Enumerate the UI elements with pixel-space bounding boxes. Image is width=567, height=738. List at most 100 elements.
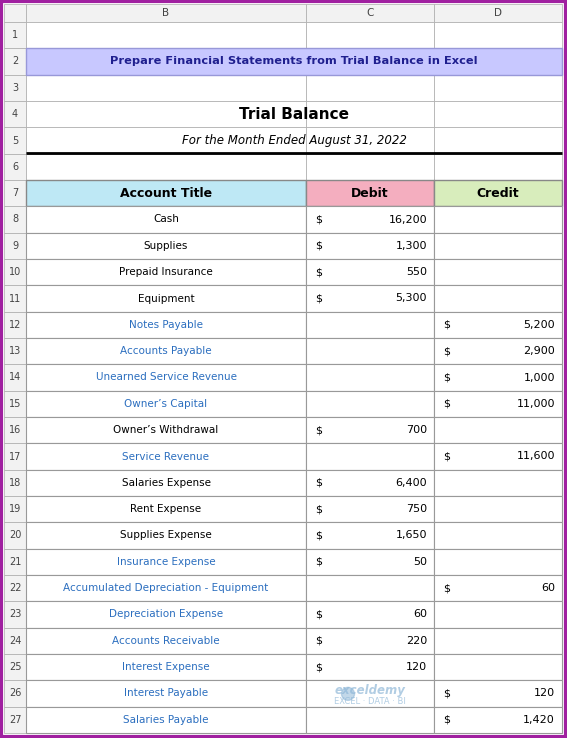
- Text: $: $: [315, 636, 322, 646]
- Text: Rent Expense: Rent Expense: [130, 504, 201, 514]
- Text: $: $: [315, 662, 322, 672]
- Text: Depreciation Expense: Depreciation Expense: [109, 610, 223, 619]
- Bar: [26, 417, 306, 444]
- Bar: [306, 654, 434, 680]
- Text: Prepaid Insurance: Prepaid Insurance: [119, 267, 213, 277]
- Text: $: $: [315, 425, 322, 435]
- Bar: [434, 627, 562, 654]
- Bar: [434, 575, 562, 601]
- Bar: [306, 180, 434, 207]
- Text: $: $: [315, 215, 322, 224]
- Text: $: $: [443, 715, 450, 725]
- Bar: [26, 365, 306, 390]
- Text: 120: 120: [406, 662, 427, 672]
- Bar: [434, 286, 562, 311]
- Bar: [26, 259, 306, 286]
- Text: $: $: [443, 452, 450, 461]
- Bar: [4, 654, 26, 680]
- Bar: [306, 707, 434, 733]
- Bar: [434, 680, 562, 707]
- Bar: [306, 4, 434, 22]
- Bar: [4, 180, 26, 207]
- Bar: [306, 154, 434, 180]
- Bar: [26, 390, 306, 417]
- Text: 3: 3: [12, 83, 18, 93]
- Text: 750: 750: [406, 504, 427, 514]
- Bar: [434, 338, 562, 365]
- Bar: [26, 523, 306, 548]
- Bar: [4, 4, 26, 22]
- Text: 19: 19: [9, 504, 21, 514]
- Bar: [26, 523, 306, 548]
- Bar: [306, 338, 434, 365]
- Bar: [26, 680, 306, 707]
- Bar: [434, 311, 562, 338]
- Text: $: $: [443, 583, 450, 593]
- Bar: [434, 48, 562, 75]
- Bar: [306, 417, 434, 444]
- Bar: [306, 101, 434, 128]
- Bar: [26, 180, 306, 207]
- Text: $: $: [315, 477, 322, 488]
- Bar: [306, 390, 434, 417]
- Text: 120: 120: [534, 689, 555, 698]
- Bar: [434, 627, 562, 654]
- Text: 11,000: 11,000: [517, 399, 555, 409]
- Text: 1: 1: [12, 30, 18, 40]
- Bar: [4, 707, 26, 733]
- Bar: [306, 311, 434, 338]
- Bar: [26, 654, 306, 680]
- Bar: [26, 627, 306, 654]
- Bar: [4, 601, 26, 627]
- Text: 21: 21: [9, 557, 21, 567]
- Text: Accounts Receivable: Accounts Receivable: [112, 636, 220, 646]
- Text: $: $: [315, 241, 322, 251]
- Bar: [4, 523, 26, 548]
- Bar: [434, 207, 562, 232]
- Bar: [434, 707, 562, 733]
- Bar: [306, 180, 434, 207]
- Text: 17: 17: [9, 452, 21, 461]
- Text: $: $: [315, 267, 322, 277]
- Bar: [4, 75, 26, 101]
- Bar: [434, 548, 562, 575]
- Text: EXCEL · DATA · BI: EXCEL · DATA · BI: [334, 697, 406, 706]
- Bar: [306, 523, 434, 548]
- Bar: [26, 601, 306, 627]
- Text: 12: 12: [9, 320, 21, 330]
- Text: 23: 23: [9, 610, 21, 619]
- Bar: [306, 680, 434, 707]
- Text: Interest Expense: Interest Expense: [122, 662, 210, 672]
- Text: 24: 24: [9, 636, 21, 646]
- Text: Accumulated Depreciation - Equipment: Accumulated Depreciation - Equipment: [64, 583, 269, 593]
- Text: 220: 220: [406, 636, 427, 646]
- Bar: [26, 548, 306, 575]
- Bar: [26, 601, 306, 627]
- Text: 26: 26: [9, 689, 21, 698]
- Text: 6: 6: [12, 162, 18, 172]
- Text: 4: 4: [12, 109, 18, 119]
- Bar: [306, 365, 434, 390]
- Bar: [26, 232, 306, 259]
- Text: 10: 10: [9, 267, 21, 277]
- Bar: [434, 4, 562, 22]
- Bar: [434, 548, 562, 575]
- Bar: [434, 523, 562, 548]
- Bar: [306, 365, 434, 390]
- Bar: [26, 259, 306, 286]
- Bar: [26, 286, 306, 311]
- Text: 7: 7: [12, 188, 18, 199]
- Text: 15: 15: [9, 399, 21, 409]
- Text: 14: 14: [9, 373, 21, 382]
- Bar: [4, 338, 26, 365]
- Text: 18: 18: [9, 477, 21, 488]
- Bar: [306, 444, 434, 469]
- Text: Prepare Financial Statements from Trial Balance in Excel: Prepare Financial Statements from Trial …: [110, 57, 478, 66]
- Bar: [26, 338, 306, 365]
- Text: $: $: [315, 610, 322, 619]
- Bar: [4, 575, 26, 601]
- Bar: [306, 259, 434, 286]
- Bar: [26, 707, 306, 733]
- Text: 60: 60: [541, 583, 555, 593]
- Text: 2,900: 2,900: [523, 346, 555, 356]
